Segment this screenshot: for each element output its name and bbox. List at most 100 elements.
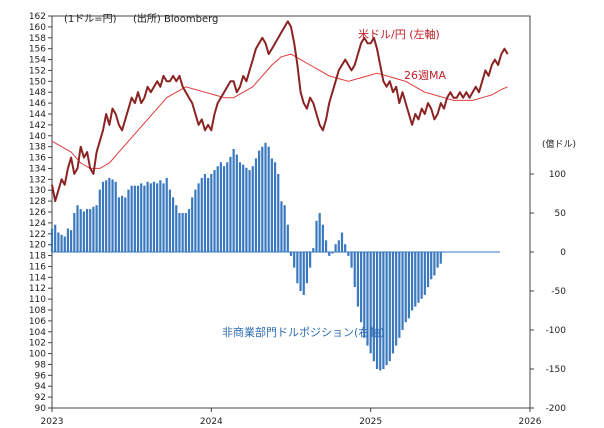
left-axis-tick-label: 130	[29, 186, 46, 196]
position-bar	[60, 234, 63, 252]
x-axis-tick-label: 2024	[200, 417, 223, 427]
position-bar	[258, 150, 261, 252]
left-axis-tick-label: 132	[29, 175, 46, 185]
left-axis-unit-label: (1ドル=円)	[64, 14, 117, 25]
position-bar	[89, 209, 92, 252]
left-axis-tick-label: 112	[29, 284, 46, 294]
position-bar	[289, 252, 293, 256]
position-bar	[216, 166, 219, 252]
position-bar	[197, 183, 200, 252]
right-axis-tick-label: 50	[555, 209, 567, 219]
position-bar	[194, 189, 197, 252]
position-bar	[324, 240, 328, 252]
position-bar	[63, 236, 66, 252]
position-bar	[350, 252, 353, 268]
position-bar	[54, 224, 57, 252]
position-series-label: 非商業部門ドルポジション(右軸)	[222, 325, 385, 339]
position-bar	[309, 252, 312, 268]
position-bar	[382, 252, 385, 369]
position-bar	[277, 174, 280, 252]
position-bar	[207, 177, 210, 252]
position-bar	[385, 252, 388, 366]
position-bar	[124, 197, 127, 252]
position-bar	[92, 206, 95, 252]
x-axis-tick-label: 2023	[41, 417, 64, 427]
position-bar	[222, 166, 226, 252]
position-bar	[85, 209, 89, 252]
position-bar	[203, 174, 207, 252]
position-bar	[318, 213, 321, 252]
position-bar	[121, 195, 124, 252]
plot-frame	[51, 15, 531, 409]
position-bar	[280, 201, 283, 252]
position-bar	[117, 197, 121, 252]
position-bar	[149, 183, 152, 252]
left-axis-tick-label: 160	[29, 23, 46, 33]
left-axis-tick-label: 118	[29, 252, 46, 262]
position-bar	[235, 154, 238, 252]
position-bar	[159, 180, 162, 252]
position-bar	[82, 211, 85, 252]
position-bar	[73, 213, 76, 252]
position-bar	[114, 181, 117, 252]
plot-border	[51, 15, 531, 409]
left-axis-tick-label: 136	[29, 154, 46, 164]
position-bar	[356, 252, 360, 307]
line-series	[51, 20, 509, 203]
position-bar	[111, 179, 114, 252]
position-bar	[433, 252, 436, 276]
position-bar	[305, 252, 309, 284]
position-bar	[261, 146, 264, 252]
position-bar	[200, 177, 203, 252]
usdjpy-series-label: 米ドル/円 (左軸)	[358, 27, 440, 41]
position-bar	[70, 230, 73, 252]
left-axis-tick-label: 92	[35, 393, 46, 403]
position-bar	[210, 174, 213, 252]
left-axis-tick-label: 138	[29, 143, 46, 153]
position-bar	[340, 232, 344, 252]
left-axis-tick-label: 106	[29, 317, 46, 327]
right-axis-tick-label: -50	[551, 287, 566, 297]
position-bar	[191, 197, 194, 252]
position-bar	[334, 244, 337, 252]
position-bar	[76, 205, 79, 252]
position-bar	[270, 158, 273, 252]
position-bar	[251, 166, 254, 252]
position-bar	[146, 181, 149, 252]
position-bar	[337, 240, 340, 252]
position-bar	[353, 252, 356, 288]
right-axis-tick-label: -150	[546, 365, 567, 375]
position-bar	[133, 185, 136, 252]
position-bar	[181, 213, 184, 252]
position-bar	[407, 252, 411, 319]
position-bar	[293, 252, 296, 268]
position-bar	[420, 252, 423, 299]
position-bar	[283, 205, 286, 252]
position-bar	[302, 252, 305, 295]
left-axis-tick-label: 144	[29, 110, 46, 120]
position-bar	[105, 180, 108, 252]
position-bar	[232, 149, 235, 252]
right-axis-tick-label: 0	[560, 248, 566, 258]
position-bar	[417, 252, 420, 303]
position-bar	[395, 252, 398, 346]
position-bar	[410, 252, 414, 311]
position-bar	[50, 228, 54, 252]
left-axis-tick-label: 126	[29, 208, 46, 218]
position-bar	[245, 167, 248, 252]
position-bar	[143, 185, 146, 252]
left-axis-tick-label: 124	[29, 219, 46, 229]
left-axis-tick-label: 128	[29, 197, 46, 207]
position-bar	[127, 189, 130, 252]
left-axis-tick-label: 116	[29, 262, 46, 272]
position-bar	[436, 252, 439, 268]
position-bar	[267, 146, 270, 252]
left-axis-tick-label: 98	[35, 360, 47, 370]
left-axis-tick-label: 122	[29, 230, 46, 240]
left-axis-tick-label: 114	[29, 273, 46, 283]
position-bar	[404, 252, 407, 323]
usdjpy-line	[51, 20, 509, 203]
position-bar	[430, 252, 433, 280]
position-bar	[360, 252, 363, 323]
position-bar	[347, 252, 350, 256]
